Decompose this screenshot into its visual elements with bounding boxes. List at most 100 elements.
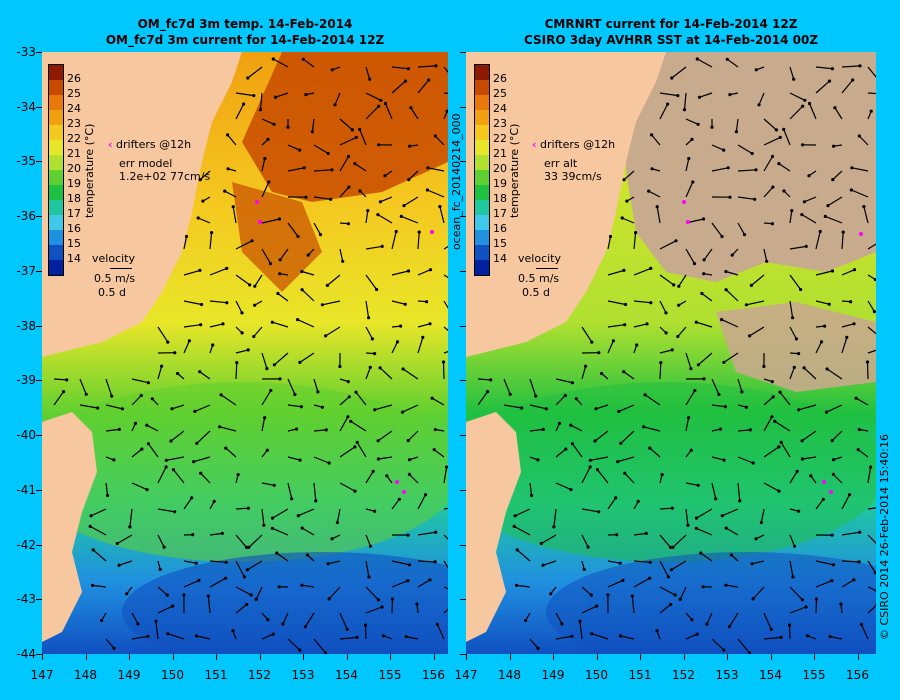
velocity-arrow-head xyxy=(268,262,273,266)
colorbar-tick-label: 23 xyxy=(67,117,81,130)
velocity-arrow xyxy=(259,92,263,110)
velocity-arrow-head xyxy=(195,441,199,445)
velocity-arrow-head xyxy=(754,168,758,172)
velocity-arrow xyxy=(339,396,350,406)
velocity-arrow xyxy=(253,326,263,337)
left-title-line2: OM_fc7d 3m current for 14-Feb-2014 12Z xyxy=(105,33,385,47)
velocity-arrow-head xyxy=(421,335,425,339)
velocity-arrow-head xyxy=(643,393,647,397)
velocity-arrow-head xyxy=(329,197,333,201)
velocity-arrow-head xyxy=(594,407,598,411)
latitude-tick-mark xyxy=(36,161,42,163)
velocity-arrow-head xyxy=(590,340,594,344)
velocity-arrow xyxy=(391,498,400,510)
velocity-arrow xyxy=(304,612,315,628)
velocity-arrow-head xyxy=(242,102,246,106)
velocity-arrow-head xyxy=(695,632,699,636)
velocity-arrow xyxy=(313,378,319,393)
velocity-arrow-head xyxy=(782,127,786,131)
velocity-arrow xyxy=(235,103,245,120)
velocity-arrow xyxy=(235,534,247,548)
velocity-arrow-head xyxy=(324,334,328,338)
latitude-tick-label: -34 xyxy=(16,99,36,114)
velocity-arrow xyxy=(183,236,188,250)
velocity-arrow-head xyxy=(649,266,653,270)
velocity-arrow xyxy=(443,560,448,569)
right-velocity-label: velocity xyxy=(518,252,561,265)
velocity-arrow xyxy=(553,508,557,527)
latitude-tick-mark xyxy=(36,270,42,272)
velocity-arrow xyxy=(725,527,739,536)
velocity-arrow xyxy=(365,534,372,547)
velocity-arrow-head xyxy=(702,258,706,262)
colorbar-tick-label: 24 xyxy=(493,102,507,115)
velocity-arrow xyxy=(207,595,211,614)
velocity-arrow-head xyxy=(687,416,691,420)
velocity-arrow-head xyxy=(595,604,599,608)
velocity-arrow xyxy=(763,156,774,172)
velocity-arrow xyxy=(597,469,609,484)
velocity-arrow-head xyxy=(597,351,601,355)
velocity-arrow xyxy=(224,190,237,198)
velocity-arrow xyxy=(555,448,567,458)
velocity-arrow-head xyxy=(830,269,835,273)
velocity-arrow xyxy=(209,300,227,304)
velocity-arrow xyxy=(815,231,821,250)
colorbar-tick-label: 14 xyxy=(493,252,507,265)
velocity-arrow xyxy=(166,456,185,461)
velocity-arrow-head xyxy=(271,632,275,636)
velocity-arrow-head xyxy=(219,393,223,397)
velocity-arrow xyxy=(380,196,393,203)
velocity-arrow-head xyxy=(765,259,769,263)
velocity-arrow-head xyxy=(676,94,680,98)
credit-label: © CSIRO 2014 26-Feb-2014 15:40:16 xyxy=(878,434,891,640)
longitude-tick-label: 156 xyxy=(846,668,869,682)
velocity-arrow xyxy=(365,66,371,80)
velocity-arrow xyxy=(427,189,445,198)
velocity-arrow-head xyxy=(306,253,310,257)
latitude-tick-mark xyxy=(460,654,466,655)
longitude-tick-mark xyxy=(553,654,554,660)
velocity-arrow xyxy=(313,196,331,200)
velocity-arrow xyxy=(89,525,107,536)
colorbar-tick-label: 25 xyxy=(67,87,81,100)
velocity-arrow xyxy=(90,508,107,517)
velocity-arrow xyxy=(867,560,876,574)
velocity-arrow-head xyxy=(803,98,807,102)
velocity-arrow xyxy=(529,482,533,496)
velocity-arrow xyxy=(272,508,289,519)
velocity-arrow xyxy=(322,300,341,306)
velocity-arrow xyxy=(760,508,765,523)
velocity-arrow xyxy=(350,420,367,432)
velocity-arrow xyxy=(417,65,437,68)
velocity-arrow-head xyxy=(696,363,700,367)
velocity-arrow xyxy=(590,456,609,461)
velocity-arrow xyxy=(443,608,448,614)
latitude-tick-label: -41 xyxy=(16,482,36,497)
velocity-arrow xyxy=(778,163,791,172)
right-map-panel xyxy=(466,52,876,654)
velocity-arrow xyxy=(633,577,650,588)
velocity-arrow xyxy=(354,163,367,172)
velocity-arrow-head xyxy=(162,545,166,549)
velocity-arrow xyxy=(261,633,274,640)
velocity-arrow xyxy=(433,449,445,458)
velocity-arrow xyxy=(155,621,159,640)
velocity-arrow xyxy=(649,447,661,458)
velocity-arrow xyxy=(841,337,848,354)
longitude-tick-mark xyxy=(172,654,174,660)
velocity-arrow xyxy=(815,66,833,70)
left-err-value: 1.2e+02 77cm/s xyxy=(119,170,211,183)
velocity-arrow-head xyxy=(252,334,256,339)
right-map-svg xyxy=(466,52,876,654)
velocity-arrow-head xyxy=(433,134,437,138)
velocity-arrow-head xyxy=(512,524,516,528)
velocity-arrow xyxy=(651,134,661,146)
velocity-arrow-head xyxy=(166,340,170,344)
velocity-arrow xyxy=(659,362,662,380)
longitude-tick-mark xyxy=(390,654,391,660)
velocity-arrow-head xyxy=(857,560,861,564)
velocity-arrow xyxy=(607,269,625,276)
velocity-arrow-head xyxy=(541,563,545,567)
latitude-tick-mark xyxy=(36,599,42,601)
